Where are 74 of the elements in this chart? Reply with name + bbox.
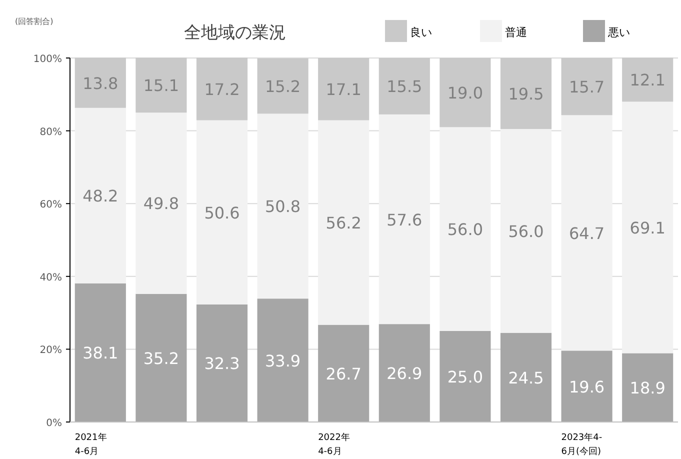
bar <box>74 108 126 284</box>
bar <box>196 120 248 304</box>
bar <box>196 304 248 422</box>
bar <box>136 294 187 422</box>
bar <box>440 58 491 128</box>
legend-label: 良い <box>410 26 432 39</box>
data-label: 49.8 <box>143 194 180 214</box>
bar <box>500 128 552 333</box>
data-label: 19.5 <box>508 84 544 104</box>
data-label: 50.6 <box>204 203 240 222</box>
data-label: 50.8 <box>264 197 301 216</box>
bar <box>318 58 370 120</box>
y-tick-label: 40% <box>40 272 62 284</box>
bar <box>136 112 187 294</box>
data-label: 56.0 <box>447 220 484 240</box>
bar <box>378 114 430 324</box>
bar <box>440 127 491 331</box>
y-tick-label: 80% <box>40 126 62 138</box>
data-label: 57.6 <box>386 210 422 230</box>
bar <box>318 324 370 422</box>
bar <box>440 331 491 422</box>
bar <box>561 115 612 351</box>
data-label: 56.2 <box>326 214 362 233</box>
bar <box>622 102 674 354</box>
bar <box>257 114 308 299</box>
data-label: 38.1 <box>82 344 118 363</box>
bar <box>318 120 370 325</box>
data-label: 32.3 <box>204 354 240 374</box>
data-label: 24.5 <box>508 368 544 388</box>
x-tick-label: 2022年 4-6月 <box>318 432 350 457</box>
y-tick-label: 20% <box>40 345 62 356</box>
y-tick-label: 100% <box>33 54 62 65</box>
data-label: 17.1 <box>326 80 362 100</box>
data-label: 15.2 <box>264 77 301 96</box>
bar <box>561 58 612 116</box>
data-label: 13.8 <box>82 74 118 93</box>
data-label: 64.7 <box>568 224 605 243</box>
y-tick-label: 0% <box>46 418 62 429</box>
data-label: 33.9 <box>264 351 301 370</box>
x-tick-label: 2021年 4-6月 <box>74 432 107 457</box>
data-label: 18.9 <box>630 378 666 398</box>
chart-title: 全地域の業況 <box>184 23 286 43</box>
bar <box>74 283 126 422</box>
data-label: 17.2 <box>204 80 240 99</box>
data-label: 15.7 <box>568 78 605 97</box>
data-label: 19.0 <box>447 84 484 103</box>
bar <box>257 298 308 422</box>
bar <box>622 353 674 422</box>
data-label: 26.9 <box>386 364 422 384</box>
bar <box>196 58 248 120</box>
y-tick-label: 60% <box>40 200 62 211</box>
data-label: 69.1 <box>630 218 666 238</box>
data-label: 19.6 <box>568 377 605 396</box>
data-label: 35.2 <box>143 348 180 368</box>
bar <box>561 350 612 422</box>
bar <box>378 58 430 114</box>
data-label: 25.0 <box>447 368 484 386</box>
text: (回答割合) <box>15 17 54 26</box>
bar <box>257 58 308 114</box>
data-label: 48.2 <box>82 186 118 206</box>
data-label: 26.7 <box>326 364 362 384</box>
data-label: 15.5 <box>386 77 422 96</box>
x-tick-label: 2023年4- 6月(今回) <box>561 432 602 457</box>
bar <box>136 58 187 113</box>
data-label: 56.0 <box>508 222 544 241</box>
bar <box>622 58 674 102</box>
bar <box>378 324 430 422</box>
data-label: 15.1 <box>143 76 180 96</box>
legend-label: 悪い <box>607 26 630 39</box>
legend-label: 普通 <box>505 26 527 39</box>
data-label: 12.1 <box>630 70 666 90</box>
bar <box>74 58 126 108</box>
bar <box>500 332 552 422</box>
bar <box>500 58 552 129</box>
